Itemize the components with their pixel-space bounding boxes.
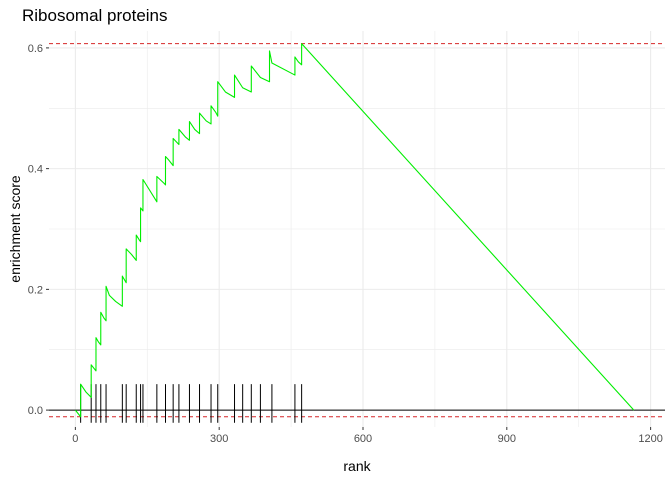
y-tick-label: 0.0 <box>28 405 43 417</box>
x-tick-label: 0 <box>72 433 78 445</box>
y-axis-ticks: 0.0 0.2 0.4 0.6 <box>28 43 49 417</box>
x-tick-label: 900 <box>498 433 516 445</box>
x-axis-title: rank <box>343 458 371 474</box>
y-axis-title: enrichment score <box>7 175 23 283</box>
chart-title: Ribosomal proteins <box>22 6 168 25</box>
x-tick-label: 1200 <box>638 433 662 445</box>
enrichment-curve-line <box>74 43 635 418</box>
x-tick-label: 300 <box>210 433 228 445</box>
grid <box>49 31 665 427</box>
y-tick-label: 0.6 <box>28 43 43 55</box>
y-tick-label: 0.4 <box>28 164 43 176</box>
y-tick-label: 0.2 <box>28 284 43 296</box>
gene-hit-ticks <box>80 384 303 423</box>
reference-lines <box>49 43 665 418</box>
enrichment-curve <box>74 43 635 418</box>
x-tick-label: 600 <box>354 433 372 445</box>
x-axis-ticks: 0 300 600 900 1200 <box>72 427 663 445</box>
